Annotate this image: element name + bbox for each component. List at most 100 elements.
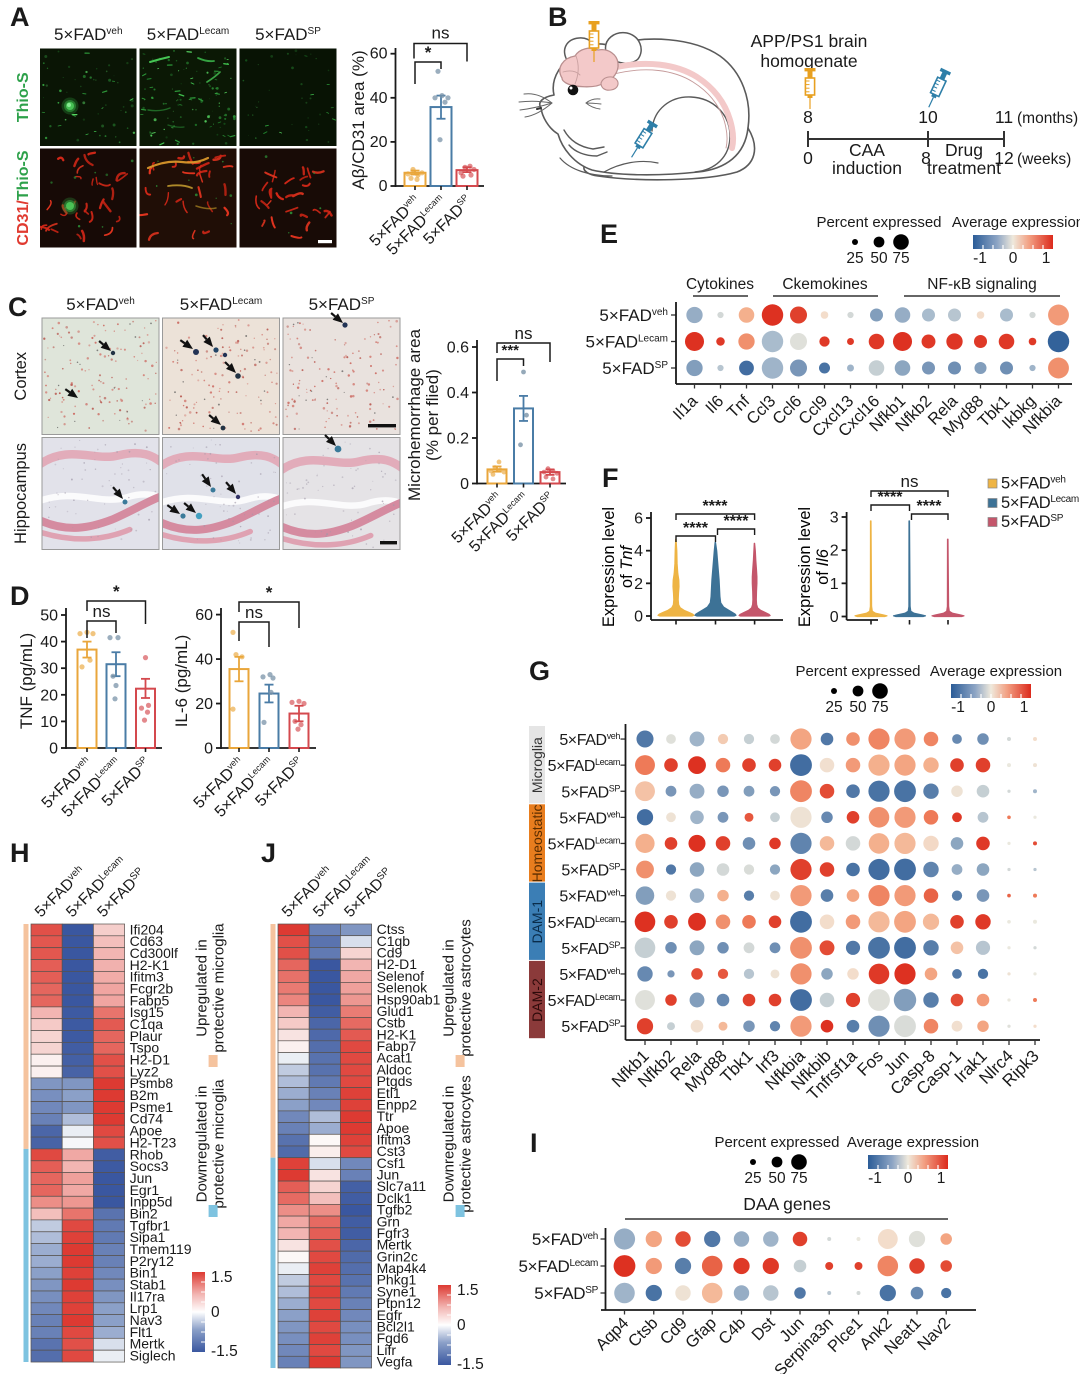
svg-text:Tgfbr1: Tgfbr1 [130, 1217, 171, 1233]
svg-text:Csf1: Csf1 [377, 1155, 406, 1171]
svg-text:of Il6: of Il6 [814, 548, 832, 585]
svg-text:Isg15: Isg15 [130, 1004, 164, 1020]
svg-text:5×FADSP: 5×FADSP [255, 25, 321, 44]
svg-text:Vegfa: Vegfa [377, 1354, 413, 1370]
svg-text:Tspo: Tspo [130, 1040, 160, 1056]
svg-text:Ctss: Ctss [377, 921, 405, 937]
svg-text:Slc7a11: Slc7a11 [377, 1178, 427, 1194]
svg-text:50: 50 [849, 699, 867, 716]
svg-text:Expression level: Expression level [600, 507, 618, 627]
svg-text:***: *** [501, 342, 519, 359]
svg-text:2: 2 [830, 543, 839, 560]
svg-text:Percent expressed: Percent expressed [816, 214, 941, 231]
svg-text:Egr1: Egr1 [130, 1182, 160, 1198]
svg-text:Apoe: Apoe [130, 1123, 163, 1139]
svg-text:40: 40 [40, 634, 58, 651]
svg-text:DAM-1: DAM-1 [529, 900, 545, 944]
svg-text:****: **** [683, 520, 709, 537]
svg-text:1: 1 [830, 576, 839, 593]
svg-text:E: E [600, 219, 618, 249]
svg-text:5×FADveh: 5×FADveh [66, 295, 135, 314]
svg-text:treatment: treatment [927, 158, 1001, 178]
svg-text:Selenof: Selenof [377, 968, 425, 984]
svg-text:12: 12 [994, 148, 1013, 168]
svg-text:Cortex: Cortex [12, 351, 30, 400]
svg-text:H2-K1: H2-K1 [377, 1026, 417, 1042]
svg-text:Upregulated in: Upregulated in [194, 939, 211, 1037]
svg-text:-1.5: -1.5 [211, 1343, 238, 1360]
svg-text:Ttr: Ttr [377, 1108, 394, 1124]
svg-text:NF-κB signaling: NF-κB signaling [927, 276, 1036, 293]
svg-text:25: 25 [744, 1170, 761, 1187]
svg-text:5×FADveh: 5×FADveh [1001, 475, 1066, 493]
svg-text:TNF (pg/mL): TNF (pg/mL) [17, 633, 36, 729]
svg-text:-1: -1 [951, 699, 965, 716]
svg-text:Acat1: Acat1 [377, 1050, 413, 1066]
svg-text:Siglech: Siglech [130, 1348, 176, 1364]
svg-text:Lyz2: Lyz2 [130, 1063, 159, 1079]
svg-text:5×FADveh: 5×FADveh [54, 25, 123, 44]
svg-text:Apoe: Apoe [377, 1120, 410, 1136]
svg-text:Socs3: Socs3 [130, 1158, 169, 1174]
svg-text:Grin2c: Grin2c [377, 1248, 418, 1264]
svg-text:20: 20 [370, 134, 388, 151]
svg-text:0.2: 0.2 [447, 431, 469, 448]
svg-text:****: **** [917, 498, 943, 515]
svg-text:Fabp7: Fabp7 [377, 1038, 417, 1054]
svg-text:5×FADSP: 5×FADSP [602, 359, 668, 378]
svg-text:(% per flied): (% per flied) [423, 369, 442, 461]
svg-text:H2-D1: H2-D1 [377, 956, 418, 972]
svg-text:H: H [10, 838, 30, 868]
svg-text:IL-6 (pg/mL): IL-6 (pg/mL) [172, 635, 191, 728]
svg-text:DAM-2: DAM-2 [529, 978, 545, 1022]
svg-text:ns: ns [93, 602, 111, 621]
svg-text:5×FADveh: 5×FADveh [559, 888, 620, 906]
svg-text:1.5: 1.5 [457, 1282, 479, 1299]
svg-text:ns: ns [432, 24, 450, 43]
svg-text:Sipa1: Sipa1 [130, 1229, 166, 1245]
svg-text:Bin1: Bin1 [130, 1265, 158, 1281]
svg-text:4: 4 [634, 543, 643, 560]
svg-text:50: 50 [870, 250, 888, 267]
svg-text:Etl1: Etl1 [377, 1085, 401, 1101]
svg-text:induction: induction [832, 158, 902, 178]
svg-text:Microhemorrhage area: Microhemorrhage area [405, 328, 424, 501]
svg-text:ns: ns [515, 324, 533, 343]
svg-text:Phkg1: Phkg1 [377, 1272, 417, 1288]
svg-text:Cd9: Cd9 [377, 945, 403, 961]
svg-text:Psme1: Psme1 [130, 1099, 174, 1115]
svg-text:6: 6 [634, 511, 643, 528]
svg-text:ns: ns [901, 472, 919, 491]
svg-text:CAA: CAA [849, 140, 885, 160]
svg-text:protective astrocytes: protective astrocytes [458, 1075, 475, 1213]
svg-text:Cd74: Cd74 [130, 1111, 164, 1127]
svg-text:-1: -1 [973, 250, 987, 267]
svg-text:Fcgr2b: Fcgr2b [130, 981, 174, 997]
svg-text:2: 2 [634, 576, 643, 593]
svg-text:C1qa: C1qa [130, 1016, 164, 1032]
svg-text:H2-K1: H2-K1 [130, 957, 170, 973]
svg-text:Lrp1: Lrp1 [130, 1300, 158, 1316]
svg-text:0: 0 [379, 178, 388, 195]
svg-text:Thio-S: Thio-S [15, 72, 32, 122]
svg-text:5×FADSP: 5×FADSP [1001, 513, 1064, 531]
svg-text:APP/PS1 brain: APP/PS1 brain [751, 31, 868, 51]
svg-text:Aldoc: Aldoc [377, 1061, 412, 1077]
svg-text:Mertk: Mertk [130, 1336, 166, 1352]
svg-text:Selenok: Selenok [377, 980, 429, 996]
svg-text:A: A [10, 2, 30, 32]
svg-text:Downregulated in: Downregulated in [441, 1086, 458, 1203]
svg-text:C: C [8, 292, 28, 322]
svg-text:0: 0 [987, 699, 996, 716]
svg-text:0: 0 [211, 1304, 220, 1321]
svg-text:Fabp5: Fabp5 [130, 992, 170, 1008]
svg-text:75: 75 [892, 250, 909, 267]
svg-text:B: B [548, 2, 568, 32]
svg-text:25: 25 [846, 250, 863, 267]
svg-text:Flt1: Flt1 [130, 1324, 154, 1340]
svg-text:30: 30 [40, 661, 58, 678]
svg-text:Bin2: Bin2 [130, 1205, 158, 1221]
svg-text:G: G [529, 656, 550, 686]
svg-text:Glud1: Glud1 [377, 1003, 415, 1019]
svg-text:Cst3: Cst3 [377, 1143, 406, 1159]
